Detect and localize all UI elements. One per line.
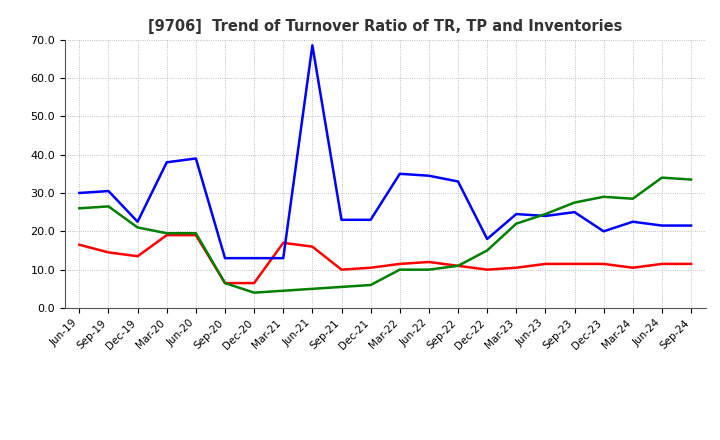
- Trade Payables: [541, 213, 550, 219]
- Trade Receivables: [279, 240, 287, 246]
- Trade Receivables: [570, 261, 579, 267]
- Trade Receivables: [250, 280, 258, 286]
- Trade Receivables: [512, 265, 521, 270]
- Inventories: [192, 231, 200, 236]
- Inventories: [687, 177, 696, 182]
- Inventories: [599, 194, 608, 199]
- Trade Payables: [657, 223, 666, 228]
- Trade Payables: [104, 188, 113, 194]
- Title: [9706]  Trend of Turnover Ratio of TR, TP and Inventories: [9706] Trend of Turnover Ratio of TR, TP…: [148, 19, 622, 34]
- Trade Payables: [599, 229, 608, 234]
- Trade Receivables: [192, 232, 200, 238]
- Inventories: [657, 175, 666, 180]
- Inventories: [483, 248, 492, 253]
- Trade Receivables: [657, 261, 666, 267]
- Inventories: [279, 288, 287, 293]
- Line: Trade Receivables: Trade Receivables: [79, 235, 691, 283]
- Line: Inventories: Inventories: [79, 178, 691, 293]
- Inventories: [570, 200, 579, 205]
- Trade Receivables: [395, 261, 404, 267]
- Trade Payables: [629, 219, 637, 224]
- Trade Receivables: [163, 232, 171, 238]
- Trade Payables: [75, 191, 84, 196]
- Inventories: [454, 263, 462, 268]
- Inventories: [250, 290, 258, 295]
- Trade Payables: [337, 217, 346, 223]
- Trade Receivables: [599, 261, 608, 267]
- Inventories: [104, 204, 113, 209]
- Trade Payables: [220, 256, 229, 261]
- Trade Payables: [133, 219, 142, 224]
- Trade Receivables: [483, 267, 492, 272]
- Trade Payables: [425, 173, 433, 178]
- Trade Receivables: [337, 267, 346, 272]
- Trade Payables: [163, 160, 171, 165]
- Trade Payables: [570, 209, 579, 215]
- Trade Payables: [512, 211, 521, 216]
- Inventories: [395, 267, 404, 272]
- Inventories: [512, 221, 521, 226]
- Inventories: [133, 225, 142, 230]
- Trade Receivables: [366, 265, 375, 270]
- Trade Receivables: [133, 253, 142, 259]
- Inventories: [308, 286, 317, 291]
- Trade Payables: [395, 171, 404, 176]
- Trade Payables: [250, 256, 258, 261]
- Trade Receivables: [425, 259, 433, 264]
- Trade Receivables: [308, 244, 317, 249]
- Trade Payables: [687, 223, 696, 228]
- Inventories: [425, 267, 433, 272]
- Inventories: [337, 284, 346, 290]
- Line: Trade Payables: Trade Payables: [79, 45, 691, 258]
- Trade Payables: [279, 256, 287, 261]
- Trade Receivables: [687, 261, 696, 267]
- Trade Receivables: [75, 242, 84, 247]
- Trade Receivables: [454, 263, 462, 268]
- Trade Payables: [366, 217, 375, 223]
- Inventories: [163, 231, 171, 236]
- Inventories: [75, 205, 84, 211]
- Trade Receivables: [629, 265, 637, 270]
- Trade Payables: [483, 236, 492, 242]
- Trade Payables: [454, 179, 462, 184]
- Trade Receivables: [104, 250, 113, 255]
- Inventories: [541, 211, 550, 216]
- Inventories: [220, 280, 229, 286]
- Trade Receivables: [541, 261, 550, 267]
- Inventories: [629, 196, 637, 202]
- Trade Receivables: [220, 280, 229, 286]
- Inventories: [366, 282, 375, 288]
- Trade Payables: [192, 156, 200, 161]
- Trade Payables: [308, 43, 317, 48]
